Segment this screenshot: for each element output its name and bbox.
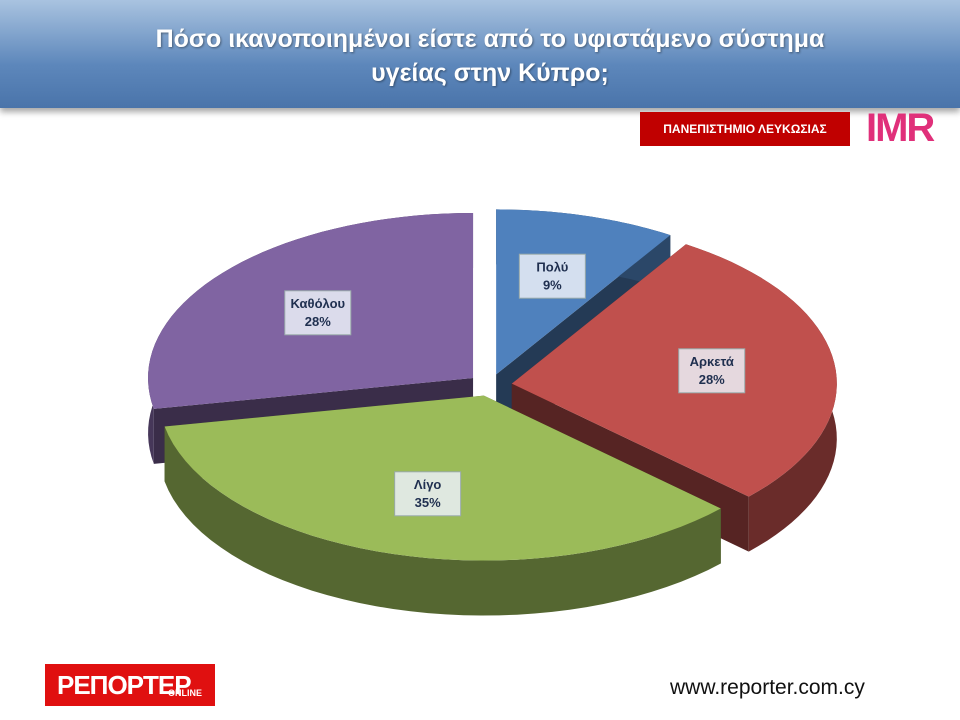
- label-box: [394, 471, 462, 517]
- value-label: 35%: [415, 495, 441, 510]
- slice: [511, 244, 837, 497]
- label-box: [284, 290, 352, 336]
- label-box: [518, 253, 586, 299]
- slice-label: Λίγο: [414, 477, 442, 492]
- value-label: 28%: [699, 372, 725, 387]
- value-label: 9%: [543, 278, 562, 293]
- pie: [148, 209, 837, 616]
- value-label: 28%: [305, 314, 331, 329]
- slice-wall: [164, 426, 721, 616]
- slice-label: Πολύ: [536, 260, 568, 275]
- chart-title: Πόσο ικανοποιημένοι είστε από το υφιστάμ…: [155, 25, 825, 87]
- label-box: [678, 348, 746, 394]
- reporter-logo: ΡΕΠΟΡΤΕΡ ONLINE: [45, 664, 215, 706]
- reporter-text: ΡΕΠΟΡΤΕΡ: [57, 670, 192, 700]
- imr-logo: IMR: [866, 106, 935, 150]
- slice-label: Αρκετά: [690, 354, 734, 369]
- slice-label: Καθόλου: [290, 296, 345, 311]
- header: Πόσο ικανοποιημένοι είστε από το υφιστάμ…: [0, 0, 960, 108]
- university-logo: ΠΑΝΕΠΙΣΤΗΜΙΟ ΛΕΥΚΩΣΙΑΣ: [640, 112, 850, 146]
- reporter-sub: ONLINE: [168, 688, 203, 698]
- footer-url: www.reporter.com.cy: [670, 676, 865, 699]
